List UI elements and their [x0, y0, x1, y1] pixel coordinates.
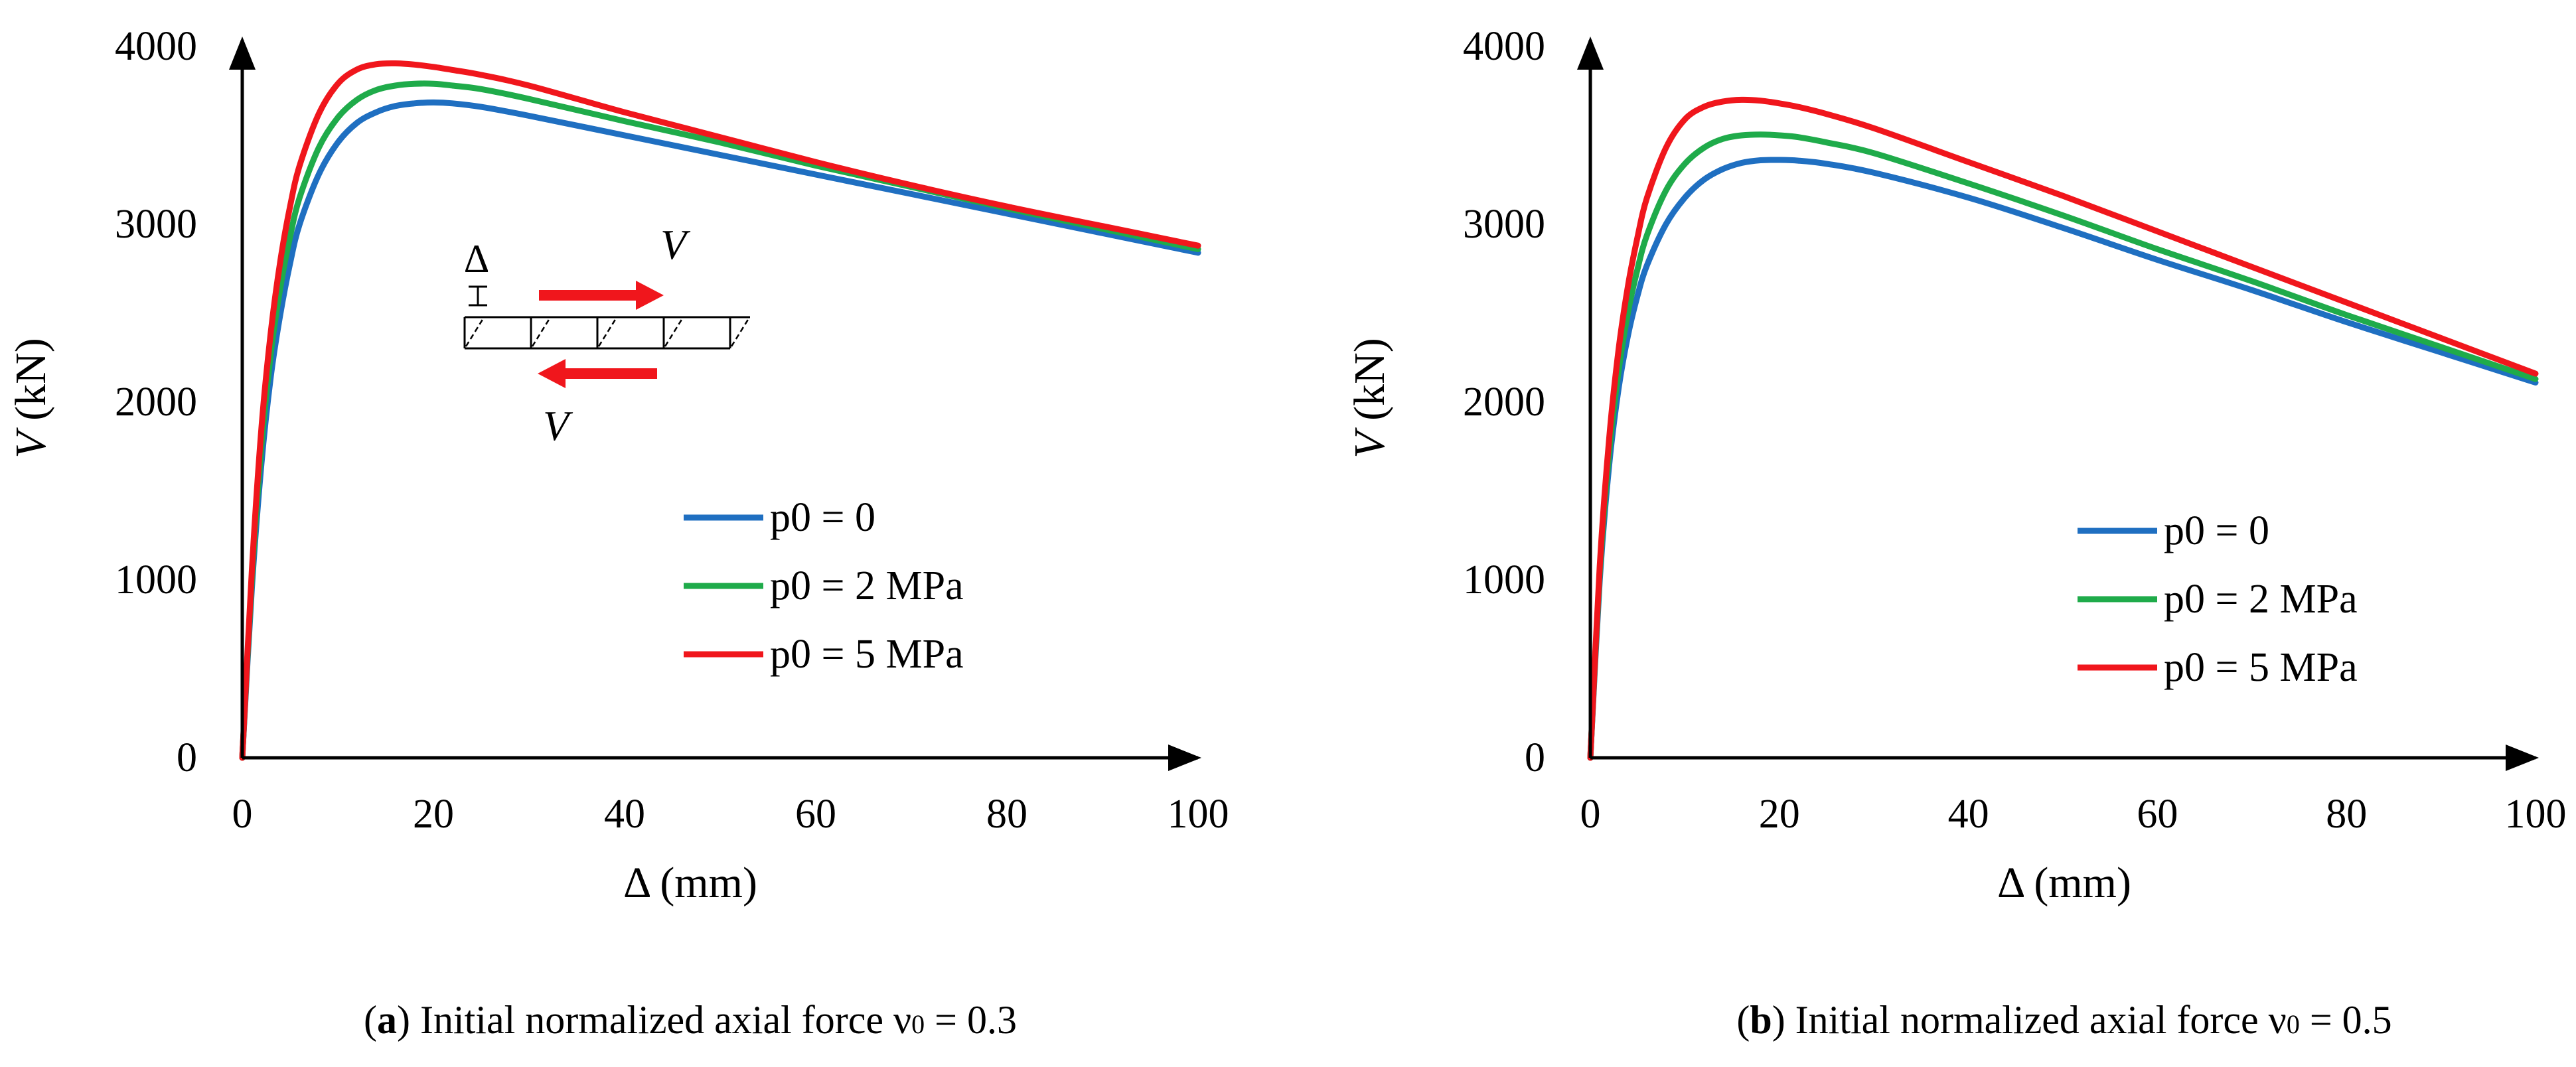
- y-tick-label-b: 2000: [1463, 380, 1545, 425]
- legend-a: p0 = 0 p0 = 2 MPa p0 = 5 MPa: [684, 495, 964, 677]
- y-tick-label-b: 3000: [1463, 202, 1545, 247]
- x-tick-label-b: 60: [2137, 792, 2178, 837]
- inset-delta-label: Δ: [464, 237, 490, 281]
- chart-panel-b: 0 1000 2000 3000 4000 0 20 40 60 80 100 Δ (mm) V …: [1345, 24, 2567, 1042]
- y-tick-label-b: 1000: [1463, 557, 1545, 603]
- caption-value-b: = 0.5: [2300, 998, 2392, 1042]
- caption-b: (b) Initial normalized axial force ν0 = …: [1736, 998, 2391, 1042]
- y-axis-unit-a: (kN): [7, 338, 55, 431]
- x-tick-label-b: 40: [1948, 792, 1989, 837]
- x-axis-label-b: Δ (mm): [1997, 859, 2131, 907]
- caption-sub-b: 0: [2287, 1009, 2300, 1039]
- inset-v-bottom: V: [543, 402, 573, 449]
- y-axis-var-a: V: [7, 427, 55, 459]
- x-tick-label-b: 100: [2505, 792, 2567, 837]
- y-tick-label-a: 1000: [115, 557, 197, 603]
- caption-sub-a: 0: [911, 1009, 925, 1039]
- series-line-a-2: [239, 60, 1201, 761]
- x-tick-label-a: 100: [1168, 792, 1229, 837]
- y-ticks-a: 0 1000 2000 3000 4000: [115, 24, 197, 780]
- x-tick-label-a: 20: [413, 792, 454, 837]
- caption-value-a: = 0.3: [925, 998, 1017, 1042]
- curves-b: [1587, 96, 2539, 761]
- caption-letter-a: a: [377, 998, 397, 1042]
- y-axis-label-a: V (kN): [7, 338, 55, 458]
- legend-label-b-1: p0 = 2 MPa: [2164, 577, 2358, 622]
- legend-label-a-2: p0 = 5 MPa: [770, 632, 964, 677]
- legend-b: p0 = 0 p0 = 2 MPa p0 = 5 MPa: [2078, 508, 2358, 690]
- chart-panel-a: 0 1000 2000 3000 4000 0 20 40 60 80 100 Δ (mm) V …: [7, 24, 1229, 1042]
- x-tick-label-a: 80: [986, 792, 1027, 837]
- force-arrow-bottom: [538, 359, 657, 388]
- gap-marker: [469, 285, 487, 307]
- legend-label-a-1: p0 = 2 MPa: [770, 563, 964, 608]
- y-axis-unit-b: (kN): [1345, 338, 1394, 431]
- y-tick-label-a: 4000: [115, 24, 197, 69]
- x-tick-label-b: 0: [1580, 792, 1601, 837]
- inset-diagram: Δ: [463, 221, 750, 449]
- y-tick-label-a: 2000: [115, 380, 197, 425]
- x-ticks-b: 0 20 40 60 80 100: [1580, 792, 2567, 837]
- series-line-b-0: [1587, 157, 2539, 761]
- joint-strip: [463, 316, 750, 350]
- legend-label-a-0: p0 = 0: [770, 495, 875, 540]
- series-line-a-0: [239, 99, 1201, 761]
- x-tick-label-a: 60: [795, 792, 836, 837]
- x-ticks-a: 0 20 40 60 80 100: [232, 792, 1229, 837]
- caption-a: (a) Initial normalized axial force ν0 = …: [364, 998, 1017, 1042]
- y-axis-var-b: V: [1345, 427, 1394, 459]
- x-tick-label-a: 0: [232, 792, 253, 837]
- series-line-b-2: [1587, 96, 2539, 761]
- legend-label-b-2: p0 = 5 MPa: [2164, 645, 2358, 690]
- x-tick-label-b: 80: [2326, 792, 2367, 837]
- caption-text-b: Initial normalized axial force ν: [1795, 998, 2287, 1042]
- force-arrow-top: [539, 281, 664, 310]
- y-tick-label-a: 3000: [115, 202, 197, 247]
- caption-text-a: Initial normalized axial force ν: [420, 998, 911, 1042]
- y-tick-label-b: 0: [1525, 735, 1545, 780]
- x-tick-label-b: 20: [1759, 792, 1800, 837]
- y-ticks-b: 0 1000 2000 3000 4000: [1463, 24, 1545, 780]
- curves-a: [239, 60, 1201, 761]
- inset-v-top: V: [660, 221, 691, 268]
- x-tick-label-a: 40: [604, 792, 645, 837]
- y-tick-label-a: 0: [177, 735, 197, 780]
- y-tick-label-b: 4000: [1463, 24, 1545, 69]
- y-axis-label-b: V (kN): [1345, 338, 1394, 458]
- legend-label-b-0: p0 = 0: [2164, 508, 2269, 553]
- x-axis-label-a: Δ (mm): [623, 859, 757, 907]
- caption-letter-b: b: [1750, 998, 1772, 1042]
